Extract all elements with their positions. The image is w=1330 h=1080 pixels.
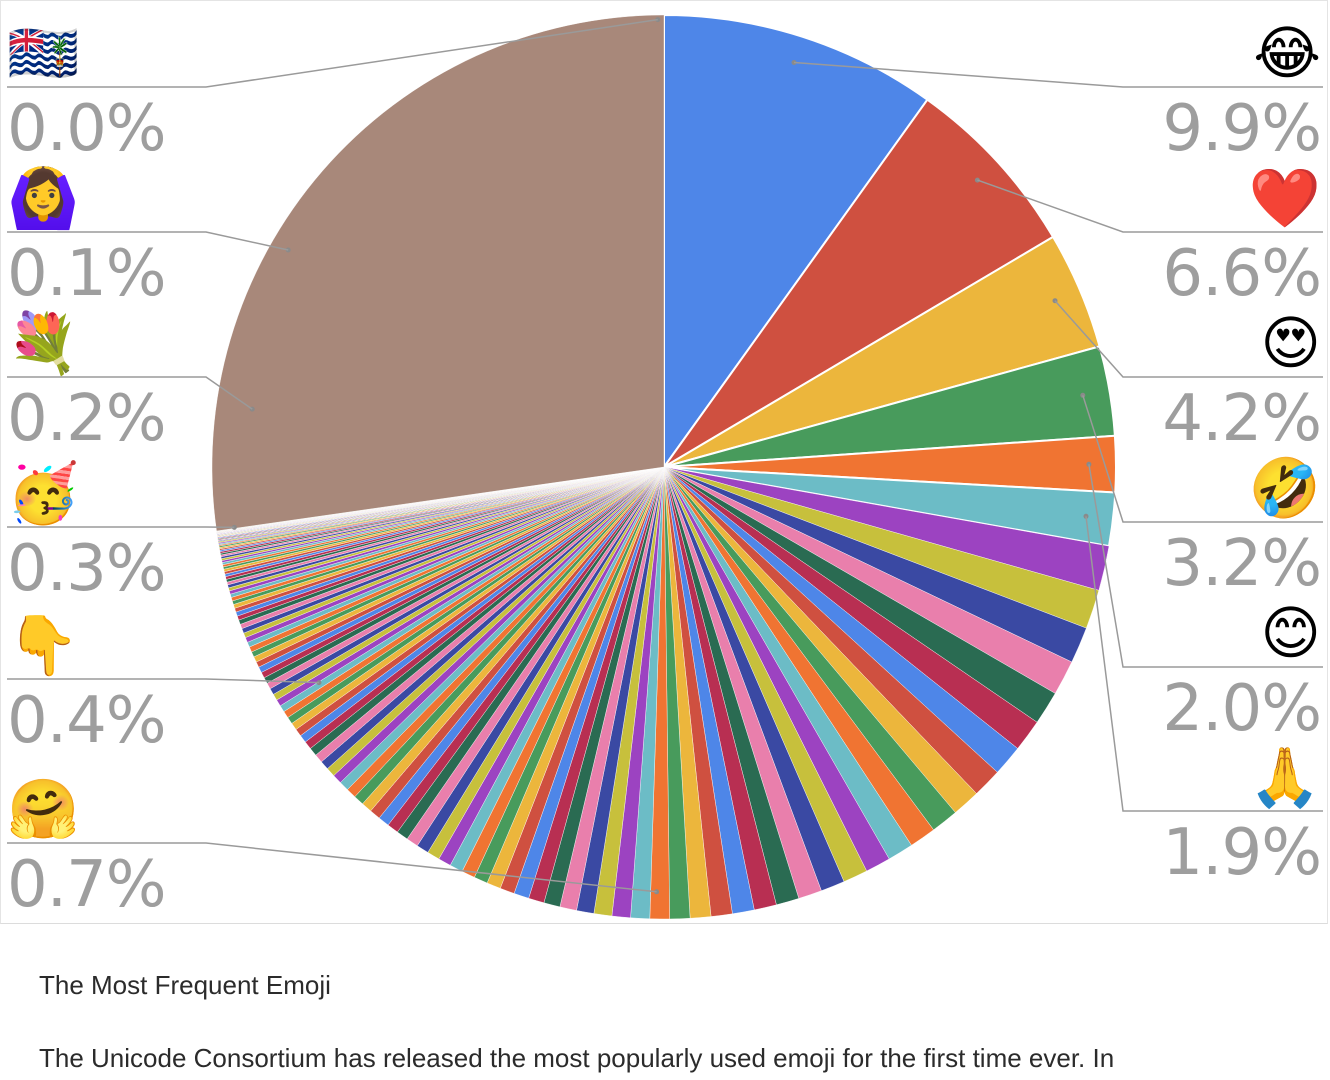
- emoji-label: 🙆‍♀️: [7, 165, 79, 231]
- emoji-label: ❤️: [1249, 166, 1322, 231]
- percent-label: 0.0%: [7, 92, 166, 166]
- pie-slice: [211, 14, 665, 532]
- leader-line: [1085, 516, 1323, 812]
- emoji-label: 👇: [7, 613, 79, 680]
- leader-line: [7, 18, 658, 88]
- leader-line: [977, 179, 1323, 233]
- percent-label: 0.4%: [7, 684, 166, 758]
- caption-title: The Most Frequent Emoji: [39, 970, 331, 1000]
- leader-line: [793, 61, 1323, 88]
- emoji-pie-chart: 😂9.9%❤️6.6%😍4.2%🤣3.2%😊2.0%🙏1.9% 🇮🇴0.0%🙆‍♀…: [7, 13, 1323, 922]
- percent-label: 4.2%: [1162, 382, 1321, 456]
- leader-line: [7, 231, 289, 251]
- leader-line: [1054, 300, 1323, 378]
- pie-slice-major: [663, 98, 1055, 468]
- pie-slices: [211, 13, 1117, 920]
- emoji-label: 🥳: [7, 458, 79, 526]
- leader-line: [7, 376, 253, 410]
- emoji-label: 😂: [1253, 21, 1321, 86]
- caption-text: The Unicode Consortium has released the …: [39, 1043, 1115, 1073]
- percent-label: 0.1%: [7, 237, 166, 311]
- article-caption: [0, 924, 1330, 1080]
- leader-line: [7, 842, 657, 893]
- percent-label: 2.0%: [1162, 672, 1321, 746]
- chart-card: 😂 9.9% ❤️ 6.6% 😍 4.2% 🤣 3.2% 😊 2.0% 🙏 1.9% 🇮🇴 0.0% 🙆‍♀…: [0, 0, 1328, 924]
- emoji-label: 🤣: [1247, 455, 1321, 525]
- percent-label: 6.6%: [1162, 237, 1321, 311]
- percent-label: 3.2%: [1162, 527, 1321, 601]
- emoji-label: 🙏: [1249, 745, 1321, 810]
- percent-label: 0.2%: [7, 382, 166, 456]
- leader-line: [1082, 395, 1323, 523]
- label-leader-lines: [7, 17, 1323, 895]
- emoji-label: 🤗: [7, 777, 79, 842]
- percent-label: 0.3%: [7, 532, 166, 606]
- slice-labels: 😂9.9%❤️6.6%😍4.2%🤣3.2%😊2.0%🙏1.9% 🇮🇴0.0%🙆‍♀…: [7, 21, 1322, 922]
- emoji-label: 💐: [7, 308, 79, 378]
- leader-line: [1088, 464, 1323, 668]
- emoji-label: 😍: [1261, 311, 1321, 376]
- emoji-label: 😊: [1261, 601, 1321, 666]
- percent-label: 1.9%: [1162, 816, 1321, 890]
- percent-label: 0.7%: [7, 848, 166, 922]
- leader-line: [7, 678, 320, 684]
- percent-label: 9.9%: [1162, 92, 1321, 166]
- emoji-label: 🇮🇴: [7, 21, 79, 86]
- pie-slice-major: [663, 13, 929, 471]
